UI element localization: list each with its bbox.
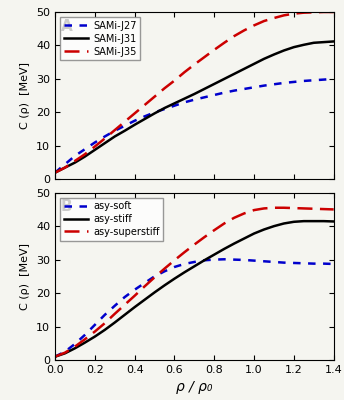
Y-axis label: C (ρ)  [MeV]: C (ρ) [MeV] xyxy=(21,243,31,310)
X-axis label: ρ / ρ₀: ρ / ρ₀ xyxy=(176,380,213,394)
Text: A: A xyxy=(61,19,72,34)
Y-axis label: C (ρ)  [MeV]: C (ρ) [MeV] xyxy=(21,62,31,129)
Legend: asy-soft, asy-stiff, asy-superstiff: asy-soft, asy-stiff, asy-superstiff xyxy=(60,198,163,241)
Text: B: B xyxy=(61,199,72,214)
Legend: SAMi-J27, SAMi-J31, SAMi-J35: SAMi-J27, SAMi-J31, SAMi-J35 xyxy=(60,17,140,60)
